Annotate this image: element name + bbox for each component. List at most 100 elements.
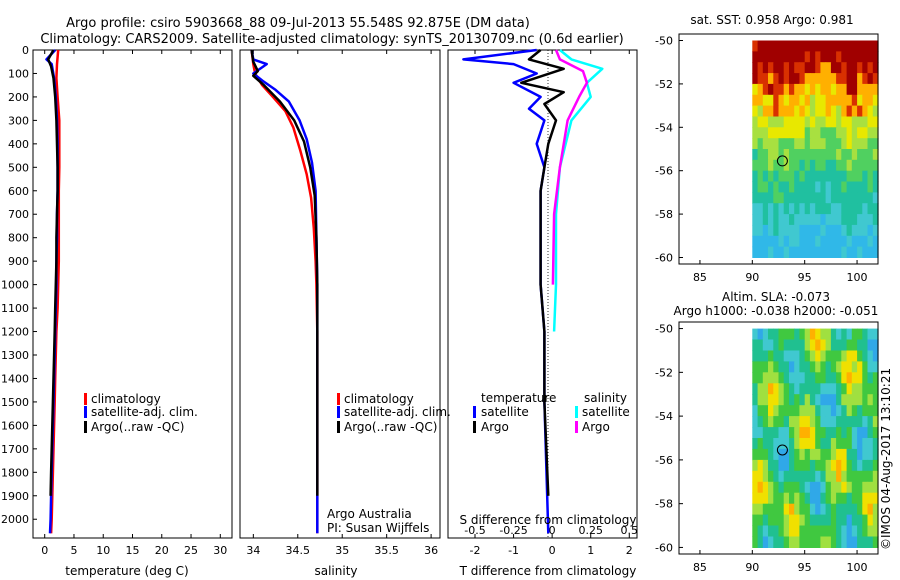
map-cell [841,149,848,161]
map-cell [809,350,816,362]
map-cell [752,492,759,505]
map-cell [815,73,821,85]
map-cell [815,181,821,193]
map-cell [757,361,764,373]
lat-tick-label: -50 [655,35,673,48]
map-cell [789,339,795,351]
map-cell [836,372,842,384]
map-cell [762,138,769,150]
map-cell [830,40,837,52]
map-cell [820,149,827,161]
map-cell [836,328,842,341]
map-cell [830,328,837,341]
map-cell [825,83,832,96]
map-cell [830,448,837,461]
map-cell [799,235,806,248]
temperature-legend: climatology satellite-adj. clim. Argo(..… [84,392,198,434]
map-cell [762,159,769,172]
map-cell [809,51,816,63]
map-cell [862,350,869,362]
map-cell [830,73,837,85]
map-cell [846,51,853,63]
map-cell [825,127,832,139]
map-cell [794,448,800,461]
map-cell [804,459,811,472]
s-difference-label: S difference from climatology [460,513,637,527]
map-cell [825,350,832,362]
map-cell [773,73,780,85]
map-cell [768,51,774,63]
map-cell [783,481,790,494]
map-cell [794,383,800,395]
map-cell [872,459,879,472]
map-cell [815,94,821,107]
map-cell [872,492,879,505]
map-cell [809,105,816,117]
map-cell [846,224,853,237]
map-cell [799,525,806,537]
map-cell [773,525,780,537]
map-cell [809,40,816,52]
map-cell [815,328,821,341]
map-cell [773,427,780,439]
xtick-top-label: 0.5 [621,524,639,537]
legend-label-argo: Argo(..raw -QC) [344,420,437,434]
map-cell [862,62,869,74]
map-cell [794,149,800,161]
map-cell [768,470,774,483]
map-cell [815,235,821,248]
map-cell [789,40,795,52]
map-cell [841,170,848,183]
map-cell [794,416,800,428]
map-cell [851,525,858,537]
map-cell [794,40,800,52]
map-cell [809,416,816,428]
map-cell [867,394,874,406]
map-cell [778,246,785,258]
map-cell [752,405,759,417]
map-cell [778,427,785,439]
lon-tick-label: 95 [798,271,812,284]
map-cell [815,105,821,117]
map-cell [836,492,842,505]
map-cell [846,73,853,85]
map-cell [783,138,790,150]
map-cell [757,448,764,461]
map-cell [872,394,879,406]
map-cell [825,192,832,204]
map-cell [841,138,848,150]
map-cell [857,83,863,96]
map-cell [799,438,806,450]
map-cell [762,394,769,406]
map-cell [809,525,816,537]
map-cell [762,427,769,439]
xtick-top-label: 0 [549,524,556,537]
map-cell [768,235,774,248]
argo-position-marker [776,444,788,456]
map-cell [825,246,832,258]
map-cell [820,181,827,193]
map-cell [804,438,811,450]
map-cell [815,203,821,215]
map-cell [768,492,774,505]
map-cell [804,203,811,215]
lat-tick-label: -60 [655,541,673,554]
legend-swatch-s-satellite [575,406,578,418]
map-cell [762,470,769,483]
map-cell [757,372,764,384]
map-cell [836,361,842,373]
map-cell [752,192,759,204]
map-cell [778,83,785,96]
map-cell [804,427,811,439]
map-cell [783,224,790,237]
map-cell [867,514,874,527]
map-cell [799,372,806,384]
ytick-label: 2000 [1,513,29,526]
map-cell [752,339,759,351]
lon-tick-label: 90 [745,561,759,574]
map-cell [783,350,790,362]
map-cell [846,105,853,117]
map-cell [846,235,853,248]
map-cell [762,127,769,139]
map-cell [762,149,769,161]
